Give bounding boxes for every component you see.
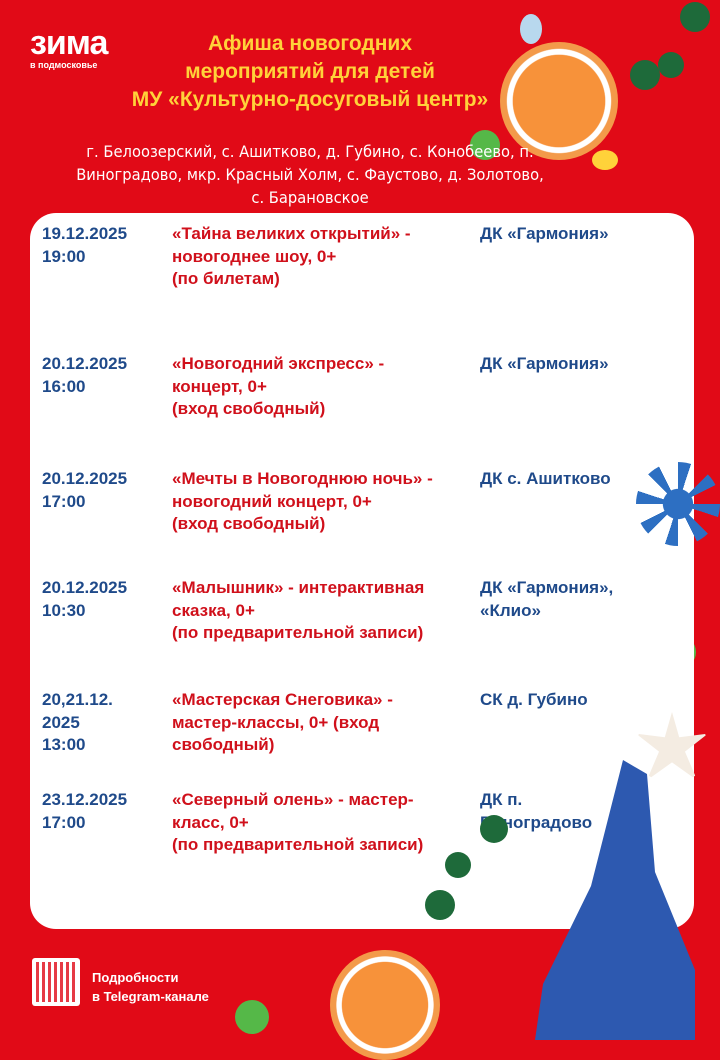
berry-decoration [445, 852, 471, 878]
event-date: 20.12.2025 16:00 [42, 354, 128, 396]
dot-decoration [235, 1000, 269, 1034]
logo-sub: в подмосковье [30, 60, 98, 70]
event-venue: ДК п. Виноградово [480, 790, 593, 832]
dot-decoration [470, 130, 500, 160]
dot-decoration [592, 150, 618, 170]
berry-decoration [680, 2, 710, 32]
berry-decoration [630, 60, 660, 90]
event-date: 20.12.2025 10:30 [42, 578, 128, 620]
event-date: 19.12.2025 19:00 [42, 224, 128, 266]
event-venue: ДК «Гармония», «Клио» [480, 578, 614, 620]
places-line: Виноградово, мкр. Красный Холм, с. Фауст… [76, 165, 544, 184]
logo-main: зима [30, 24, 108, 62]
event-title: «Мечты в Новогоднюю ночь» - новогодний ко… [172, 469, 433, 533]
qr-code[interactable] [32, 958, 80, 1006]
event-date: 20,21.12. 2025 13:00 [42, 690, 113, 754]
title-line: МУ «Культурно-досуговый центр» [131, 88, 489, 111]
telegram-link[interactable]: Подробности в Telegram-канале [92, 970, 209, 1004]
page-title: Афиша новогодних мероприятий для детей М… [60, 30, 560, 114]
event-date: 23.12.2025 17:00 [42, 790, 128, 832]
dot-decoration [520, 14, 542, 44]
zima-logo: зима в подмосковье [30, 24, 108, 70]
places-line: с. Барановское [251, 188, 369, 207]
event-title: «Мастерская Снеговика» - мастер-классы, 0… [172, 690, 393, 754]
event-venue: ДК с. Ашитково [480, 469, 611, 488]
events-card: 19.12.2025 19:00 «Тайна великих открытий»… [30, 213, 694, 929]
event-title: «Малышник» - интерактивная сказка, 0+ (по … [172, 578, 425, 642]
event-venue: ДК «Гармония» [480, 224, 609, 243]
title-line: мероприятий для детей [185, 60, 435, 83]
event-title: «Тайна великих открытий» - новогоднее шоу… [172, 224, 411, 288]
berry-decoration [425, 890, 455, 920]
title-line: Афиша новогодних [207, 32, 413, 55]
orange-slice-decoration [330, 950, 440, 1060]
event-date: 20.12.2025 17:00 [42, 469, 128, 511]
event-venue: ДК «Гармония» [480, 354, 609, 373]
places-line: г. Белоозерский, с. Ашитково, д. Губино,… [86, 142, 534, 161]
event-title: «Северный олень» - мастер-класс, 0+ (по п… [172, 790, 424, 854]
event-venue: СК д. Губино [480, 690, 588, 709]
orange-slice-decoration [500, 42, 618, 160]
berry-decoration [658, 52, 684, 78]
locations-list: г. Белоозерский, с. Ашитково, д. Губино,… [62, 140, 559, 209]
berry-decoration [480, 815, 508, 843]
event-title: «Новогодний экспресс» - концерт, 0+ (вход … [172, 354, 385, 418]
snowflake-decoration [636, 462, 720, 546]
